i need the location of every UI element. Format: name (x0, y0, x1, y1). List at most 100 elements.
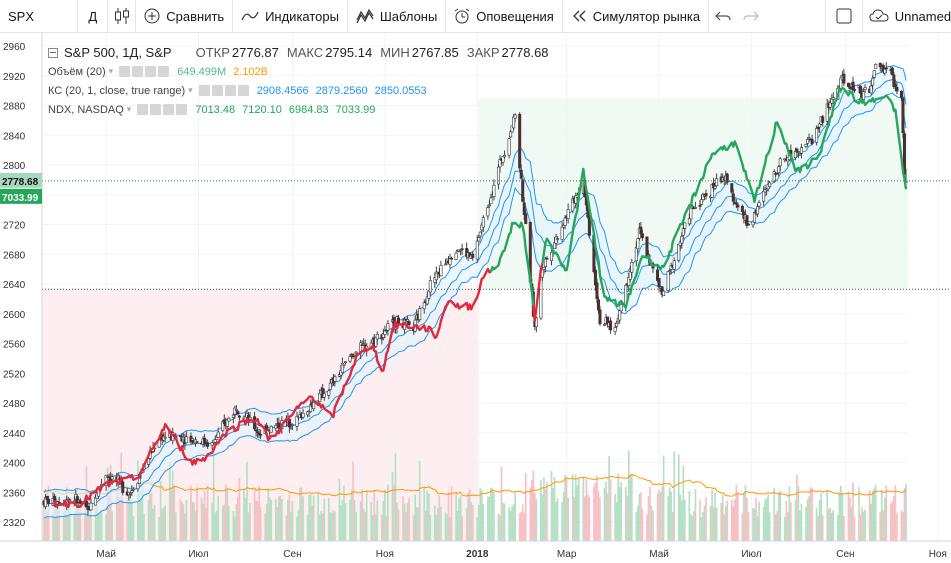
volume-bar (882, 510, 885, 541)
bar-replay-button[interactable]: Симулятор рынка (563, 0, 708, 33)
volume-bar (903, 488, 906, 541)
more-icon[interactable] (224, 85, 236, 96)
ndx-name[interactable]: NDX, NASDAQ (48, 103, 124, 116)
fullscreen-button[interactable] (826, 0, 862, 33)
redo-button[interactable] (737, 0, 765, 33)
candle-body (715, 178, 719, 187)
chevron-down-icon[interactable]: ▾ (108, 66, 114, 76)
volume-bar (203, 490, 206, 541)
price-axis[interactable]: 2320 2360 2400 2440 2480 2520 2560 2600 2640 2680… (0, 33, 43, 541)
candle-body (731, 193, 735, 202)
time-axis[interactable]: Май Июл Сен Ноя 2018 Мар Май Июл Сен Ноя (0, 540, 951, 560)
candle-body (328, 382, 332, 390)
chevron-down-icon[interactable]: ▾ (126, 104, 132, 114)
chart-style-button[interactable] (108, 0, 135, 33)
ndx-last-label-bg (0, 188, 42, 204)
chart-pane[interactable]: 2320 2360 2400 2440 2480 2520 2560 2600 2640 2680… (0, 33, 951, 563)
close-icon[interactable] (237, 85, 249, 96)
volume-bar (811, 488, 813, 541)
volume-bar (677, 454, 680, 541)
volume-bar (894, 485, 897, 541)
symbol-search-input[interactable]: SPX (8, 8, 35, 24)
candle-body (454, 252, 458, 260)
price-tick-label: 2720 (3, 221, 26, 232)
candle-body (734, 202, 738, 205)
volume-bar (596, 475, 598, 541)
volume-bar (361, 489, 363, 541)
candle-body (699, 199, 703, 205)
volume-bar (117, 485, 120, 541)
volume-bar (840, 485, 842, 541)
volume-bar (171, 470, 174, 541)
candle-body (362, 343, 366, 345)
price-chart[interactable]: 2320 2360 2400 2440 2480 2520 2560 2600 2640 2680… (0, 33, 951, 563)
candle-body (178, 435, 182, 437)
alerts-button[interactable]: Оповещения (446, 0, 562, 33)
time-tick-label: Май (649, 549, 669, 560)
ndx-low-value: 6984.83 (288, 103, 329, 116)
templates-button[interactable]: Шаблоны (348, 0, 446, 33)
volume-bar (832, 510, 835, 541)
volume-bar (311, 505, 313, 541)
volume-bar (181, 501, 183, 541)
volume-bar (320, 511, 323, 541)
close-icon[interactable] (158, 66, 170, 77)
indicators-button[interactable]: Индикаторы (233, 0, 347, 33)
eye-icon[interactable] (137, 104, 149, 115)
volume-bar (285, 515, 288, 541)
more-icon[interactable] (163, 104, 175, 115)
price-tick-label: 2960 (3, 42, 26, 53)
candle-body (231, 414, 235, 418)
eye-icon[interactable] (119, 66, 131, 77)
close-icon[interactable] (176, 104, 188, 115)
volume-bar (652, 510, 654, 541)
volume-bar (162, 507, 165, 541)
price-tick-label: 2880 (3, 102, 26, 113)
volume-bar (184, 513, 186, 541)
keltner-name[interactable]: КС (20, 1, close, true range) (48, 84, 186, 97)
collapse-legend-icon[interactable] (48, 47, 58, 58)
volume-bar (774, 514, 777, 541)
volume-bar (470, 502, 473, 541)
volume-bar (785, 501, 788, 541)
candle-body (428, 280, 432, 293)
volume-bar (327, 497, 330, 541)
volume-bar (341, 500, 344, 541)
candle-body (104, 474, 108, 486)
candle-body (668, 270, 672, 272)
volume-bar (562, 492, 565, 541)
volume-bar (543, 477, 545, 541)
volume-bar (108, 497, 110, 541)
volume-bar (490, 488, 492, 541)
candle-body (730, 183, 734, 193)
volume-bar (290, 512, 292, 541)
interval-button[interactable]: Д (88, 8, 98, 24)
volume-bar (864, 509, 866, 541)
volume-bar (594, 482, 597, 541)
volume-bar (147, 499, 150, 541)
time-tick-label: Сен (836, 549, 854, 560)
volume-bar (309, 494, 312, 541)
candle-body (237, 415, 241, 418)
settings-icon[interactable] (150, 104, 162, 115)
volume-bar (46, 511, 48, 541)
volume-bar (440, 506, 442, 541)
volume-bar (671, 512, 674, 541)
more-icon[interactable] (145, 66, 157, 77)
volume-bar (641, 509, 644, 541)
volume-bar (502, 502, 504, 541)
candle-body (481, 217, 485, 228)
volume-bar (88, 500, 91, 541)
volume-bar (274, 499, 277, 541)
settings-icon[interactable] (132, 66, 144, 77)
settings-icon[interactable] (211, 85, 223, 96)
save-layout-button[interactable]: Unnamed (863, 0, 951, 33)
eye-icon[interactable] (198, 85, 210, 96)
chevron-down-icon[interactable]: ▾ (188, 85, 193, 95)
undo-button[interactable] (709, 0, 737, 33)
close-value: 2778.68 (501, 45, 549, 60)
candle-body (848, 86, 852, 89)
volume-name[interactable]: Объём (20) (48, 65, 106, 78)
volume-bar (732, 506, 735, 541)
compare-button[interactable]: Сравнить (136, 0, 232, 33)
